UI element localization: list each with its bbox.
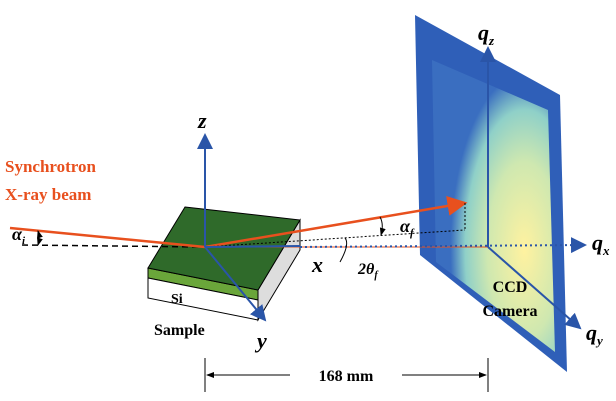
label-part: z (488, 33, 495, 48)
axis-label: x (311, 252, 323, 277)
angle-arc-f (380, 217, 382, 235)
q-label: qy (586, 320, 603, 348)
label-part: y (595, 333, 603, 348)
label-part: 2θ (357, 261, 375, 278)
angle-arc-2theta (340, 238, 347, 262)
axis-label: z (197, 108, 207, 133)
label-part: q (586, 320, 597, 345)
detector-label: CCD (493, 279, 528, 296)
q-label: qz (478, 20, 495, 48)
angle-arc-i (38, 231, 39, 245)
q-label: qx (592, 230, 610, 258)
angle-label: αf (400, 216, 415, 239)
label-part: f (374, 270, 379, 281)
label-part: q (478, 20, 489, 45)
angle-label: 2θf (357, 261, 379, 281)
sample-label: Sample (154, 322, 205, 339)
x-axis (205, 246, 300, 247)
angle-label: αi (12, 224, 26, 247)
distance-label: 168 mm (319, 368, 374, 385)
layer-label: Si (171, 292, 183, 307)
beam-label: X-ray beam (5, 185, 91, 204)
label-part: x (602, 243, 610, 258)
detector-label: Camera (482, 303, 537, 320)
beam-label: Synchrotron (5, 157, 97, 176)
axis-label: y (254, 328, 267, 353)
label-part: q (592, 230, 603, 255)
diagram: Synchrotron X-ray beam Si Sample z x y α… (0, 0, 616, 401)
